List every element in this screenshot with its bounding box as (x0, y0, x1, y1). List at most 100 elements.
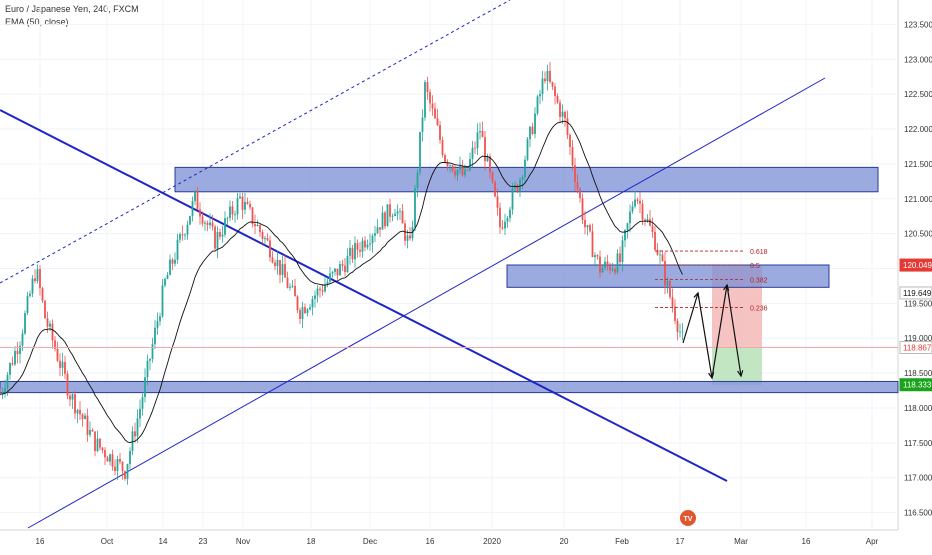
candle-body (384, 212, 386, 227)
candle-body (246, 201, 249, 204)
candle-body (256, 224, 259, 227)
candle-body (19, 345, 21, 354)
candle-body (219, 232, 221, 237)
candle-body (196, 190, 199, 210)
candle-body (436, 118, 439, 126)
candle-body (69, 395, 71, 400)
candle-body (344, 265, 346, 273)
candle-body (424, 82, 426, 118)
candle-body (489, 156, 491, 173)
candle-body (409, 235, 411, 239)
candle-body (339, 264, 341, 276)
candle-body (249, 203, 251, 208)
x-tick-label: 20 (560, 537, 569, 546)
candle-body (336, 268, 339, 276)
candle-body (501, 227, 504, 229)
candle-body (71, 394, 74, 400)
x-tick-label: Mar (734, 537, 748, 546)
candle-body (144, 377, 146, 398)
watermark-icon (680, 510, 696, 526)
candle-body (449, 165, 451, 167)
candle-body (539, 93, 541, 97)
candle-body (151, 344, 154, 359)
candle-body (194, 190, 196, 202)
projection-arrow (697, 292, 713, 379)
candle-body (604, 261, 606, 268)
y-tick-label: 120.500 (904, 230, 932, 239)
candle-body (169, 259, 171, 275)
candle-body (431, 103, 434, 109)
arrow-head (737, 370, 744, 378)
candle-body (416, 172, 419, 189)
y-tick-label: 122.000 (904, 125, 932, 134)
candle-body (544, 78, 546, 82)
ema-line (0, 120, 683, 444)
candle-body (524, 159, 526, 178)
price-label: 120.049 (903, 261, 932, 270)
candle-body (114, 466, 116, 472)
candle-body (341, 264, 344, 266)
candle-body (661, 254, 664, 262)
candle-body (179, 234, 181, 240)
candle-body (564, 111, 566, 119)
candle-body (426, 82, 429, 92)
candle-body (309, 307, 311, 310)
candle-body (369, 243, 371, 245)
candle-body (204, 222, 206, 224)
candle-body (189, 216, 191, 225)
candle-body (294, 285, 296, 297)
x-tick-label: 17 (676, 537, 685, 546)
candle-body (484, 137, 486, 162)
candle-body (136, 418, 139, 437)
candle-body (464, 169, 466, 176)
x-tick-label: 2020 (483, 537, 501, 546)
candle-body (579, 189, 581, 199)
candle-body (421, 117, 424, 132)
candle-body (224, 218, 226, 235)
candle-body (576, 182, 579, 190)
candle-body (101, 447, 104, 451)
candle-body (666, 280, 669, 286)
candle-body (644, 219, 646, 222)
candle-body (96, 438, 99, 451)
candle-body (601, 267, 604, 273)
candle-body (141, 397, 144, 409)
candle-body (509, 209, 511, 219)
candle-body (191, 201, 194, 217)
symbol-title[interactable]: Euro / Japanese Yen, 240, FXCM (5, 4, 139, 14)
candle-body (474, 147, 476, 149)
candle-body (111, 454, 114, 467)
candle-body (1, 392, 4, 395)
candle-body (44, 300, 46, 319)
candle-body (241, 196, 244, 210)
y-tick-label: 117.500 (904, 439, 932, 448)
price-label-box (899, 286, 932, 300)
candle-body (126, 464, 129, 479)
candle-body (66, 373, 69, 396)
candle-body (199, 209, 201, 217)
candle-body (59, 360, 61, 368)
y-tick-label: 122.500 (904, 90, 932, 99)
candle-body (649, 219, 651, 226)
candle-body (439, 125, 441, 141)
candle-body (289, 286, 291, 288)
candle-body (374, 233, 376, 236)
candle-body (566, 118, 569, 136)
candle-body (406, 235, 409, 241)
candle-body (236, 198, 239, 215)
candle-body (584, 219, 586, 228)
candle-body (301, 307, 304, 319)
fib-label: 0.618 (750, 249, 768, 256)
ema-legend[interactable]: EMA (50, close) (5, 17, 69, 27)
candle-body (299, 310, 301, 319)
candle-body (334, 268, 336, 272)
candle-body (681, 331, 684, 333)
candle-body (166, 274, 169, 279)
y-tick-label: 123.500 (904, 20, 932, 29)
candle-body (611, 268, 614, 271)
candle-body (469, 158, 471, 171)
price-label: 118.867 (903, 343, 932, 352)
chart-legend: Euro / Japanese Yen, 240, FXCM EMA (50, … (5, 3, 139, 29)
